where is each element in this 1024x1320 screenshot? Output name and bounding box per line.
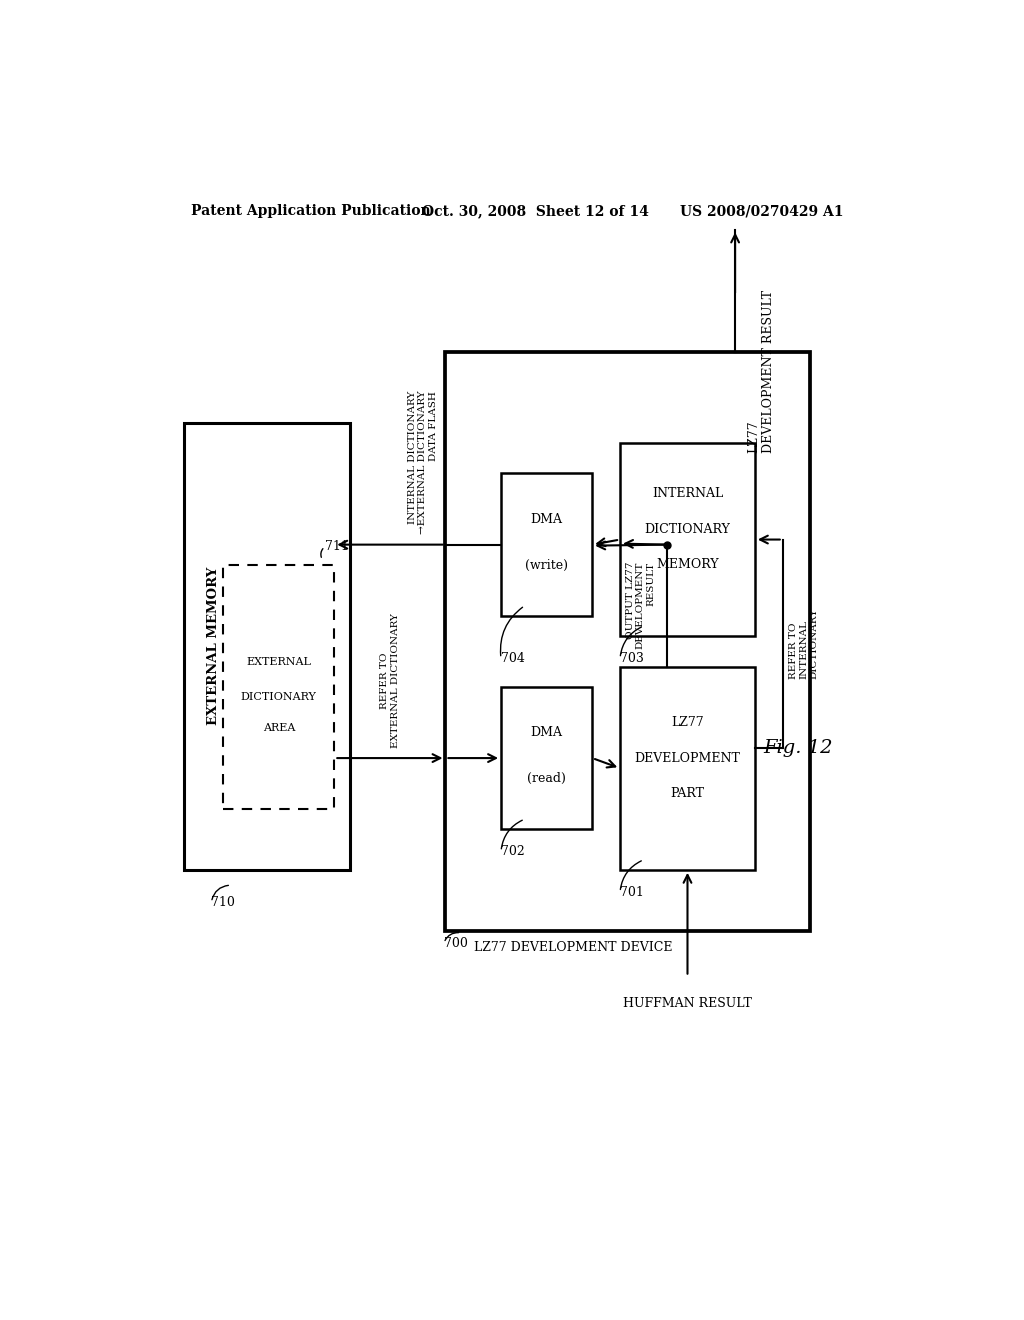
Text: DMA: DMA (530, 512, 562, 525)
Text: LZ77 DEVELOPMENT DEVICE: LZ77 DEVELOPMENT DEVICE (474, 941, 673, 954)
Text: 701: 701 (620, 886, 644, 899)
Bar (445, 351, 811, 931)
Text: 704: 704 (501, 652, 525, 665)
Text: 703: 703 (620, 652, 644, 665)
Text: US 2008/0270429 A1: US 2008/0270429 A1 (680, 205, 843, 218)
Text: Fig. 12: Fig. 12 (763, 739, 833, 756)
Text: PART: PART (671, 787, 705, 800)
Bar (183, 422, 350, 870)
Bar (223, 565, 334, 809)
Text: HUFFMAN RESULT: HUFFMAN RESULT (623, 997, 752, 1010)
Text: (write): (write) (525, 558, 568, 572)
Text: 710: 710 (211, 896, 236, 909)
Text: INTERNAL DICTIONARY
→EXTERNAL DICTIONARY
DATA FLASH: INTERNAL DICTIONARY →EXTERNAL DICTIONARY… (408, 391, 437, 535)
Text: Patent Application Publication: Patent Application Publication (191, 205, 431, 218)
Bar (501, 686, 592, 829)
Bar (620, 444, 755, 636)
Text: 702: 702 (501, 845, 524, 858)
Text: REFER TO
EXTERNAL DICTIONARY: REFER TO EXTERNAL DICTIONARY (380, 612, 399, 748)
Text: Oct. 30, 2008  Sheet 12 of 14: Oct. 30, 2008 Sheet 12 of 14 (422, 205, 648, 218)
Text: DICTIONARY: DICTIONARY (241, 692, 316, 702)
Text: 711: 711 (325, 540, 349, 553)
Text: LZ77
DEVELOPMENT RESULT: LZ77 DEVELOPMENT RESULT (748, 290, 775, 453)
Text: EXTERNAL: EXTERNAL (247, 656, 311, 667)
Text: 700: 700 (443, 937, 468, 949)
Text: MEMORY: MEMORY (656, 558, 719, 572)
Text: DEVELOPMENT: DEVELOPMENT (635, 751, 740, 764)
Text: DICTIONARY: DICTIONARY (644, 523, 730, 536)
Text: OUTPUT LZ77
DEVELOPMENT
RESULT: OUTPUT LZ77 DEVELOPMENT RESULT (626, 562, 655, 649)
Bar (501, 474, 592, 615)
Text: AREA: AREA (262, 722, 295, 733)
Text: LZ77: LZ77 (671, 715, 703, 729)
Bar (620, 667, 755, 870)
Text: EXTERNAL MEMORY: EXTERNAL MEMORY (207, 568, 220, 726)
Text: INTERNAL: INTERNAL (652, 487, 723, 500)
Text: DMA: DMA (530, 726, 562, 739)
Text: REFER TO
INTERNAL
DICTIONARY: REFER TO INTERNAL DICTIONARY (790, 609, 819, 680)
Text: (read): (read) (527, 772, 566, 785)
